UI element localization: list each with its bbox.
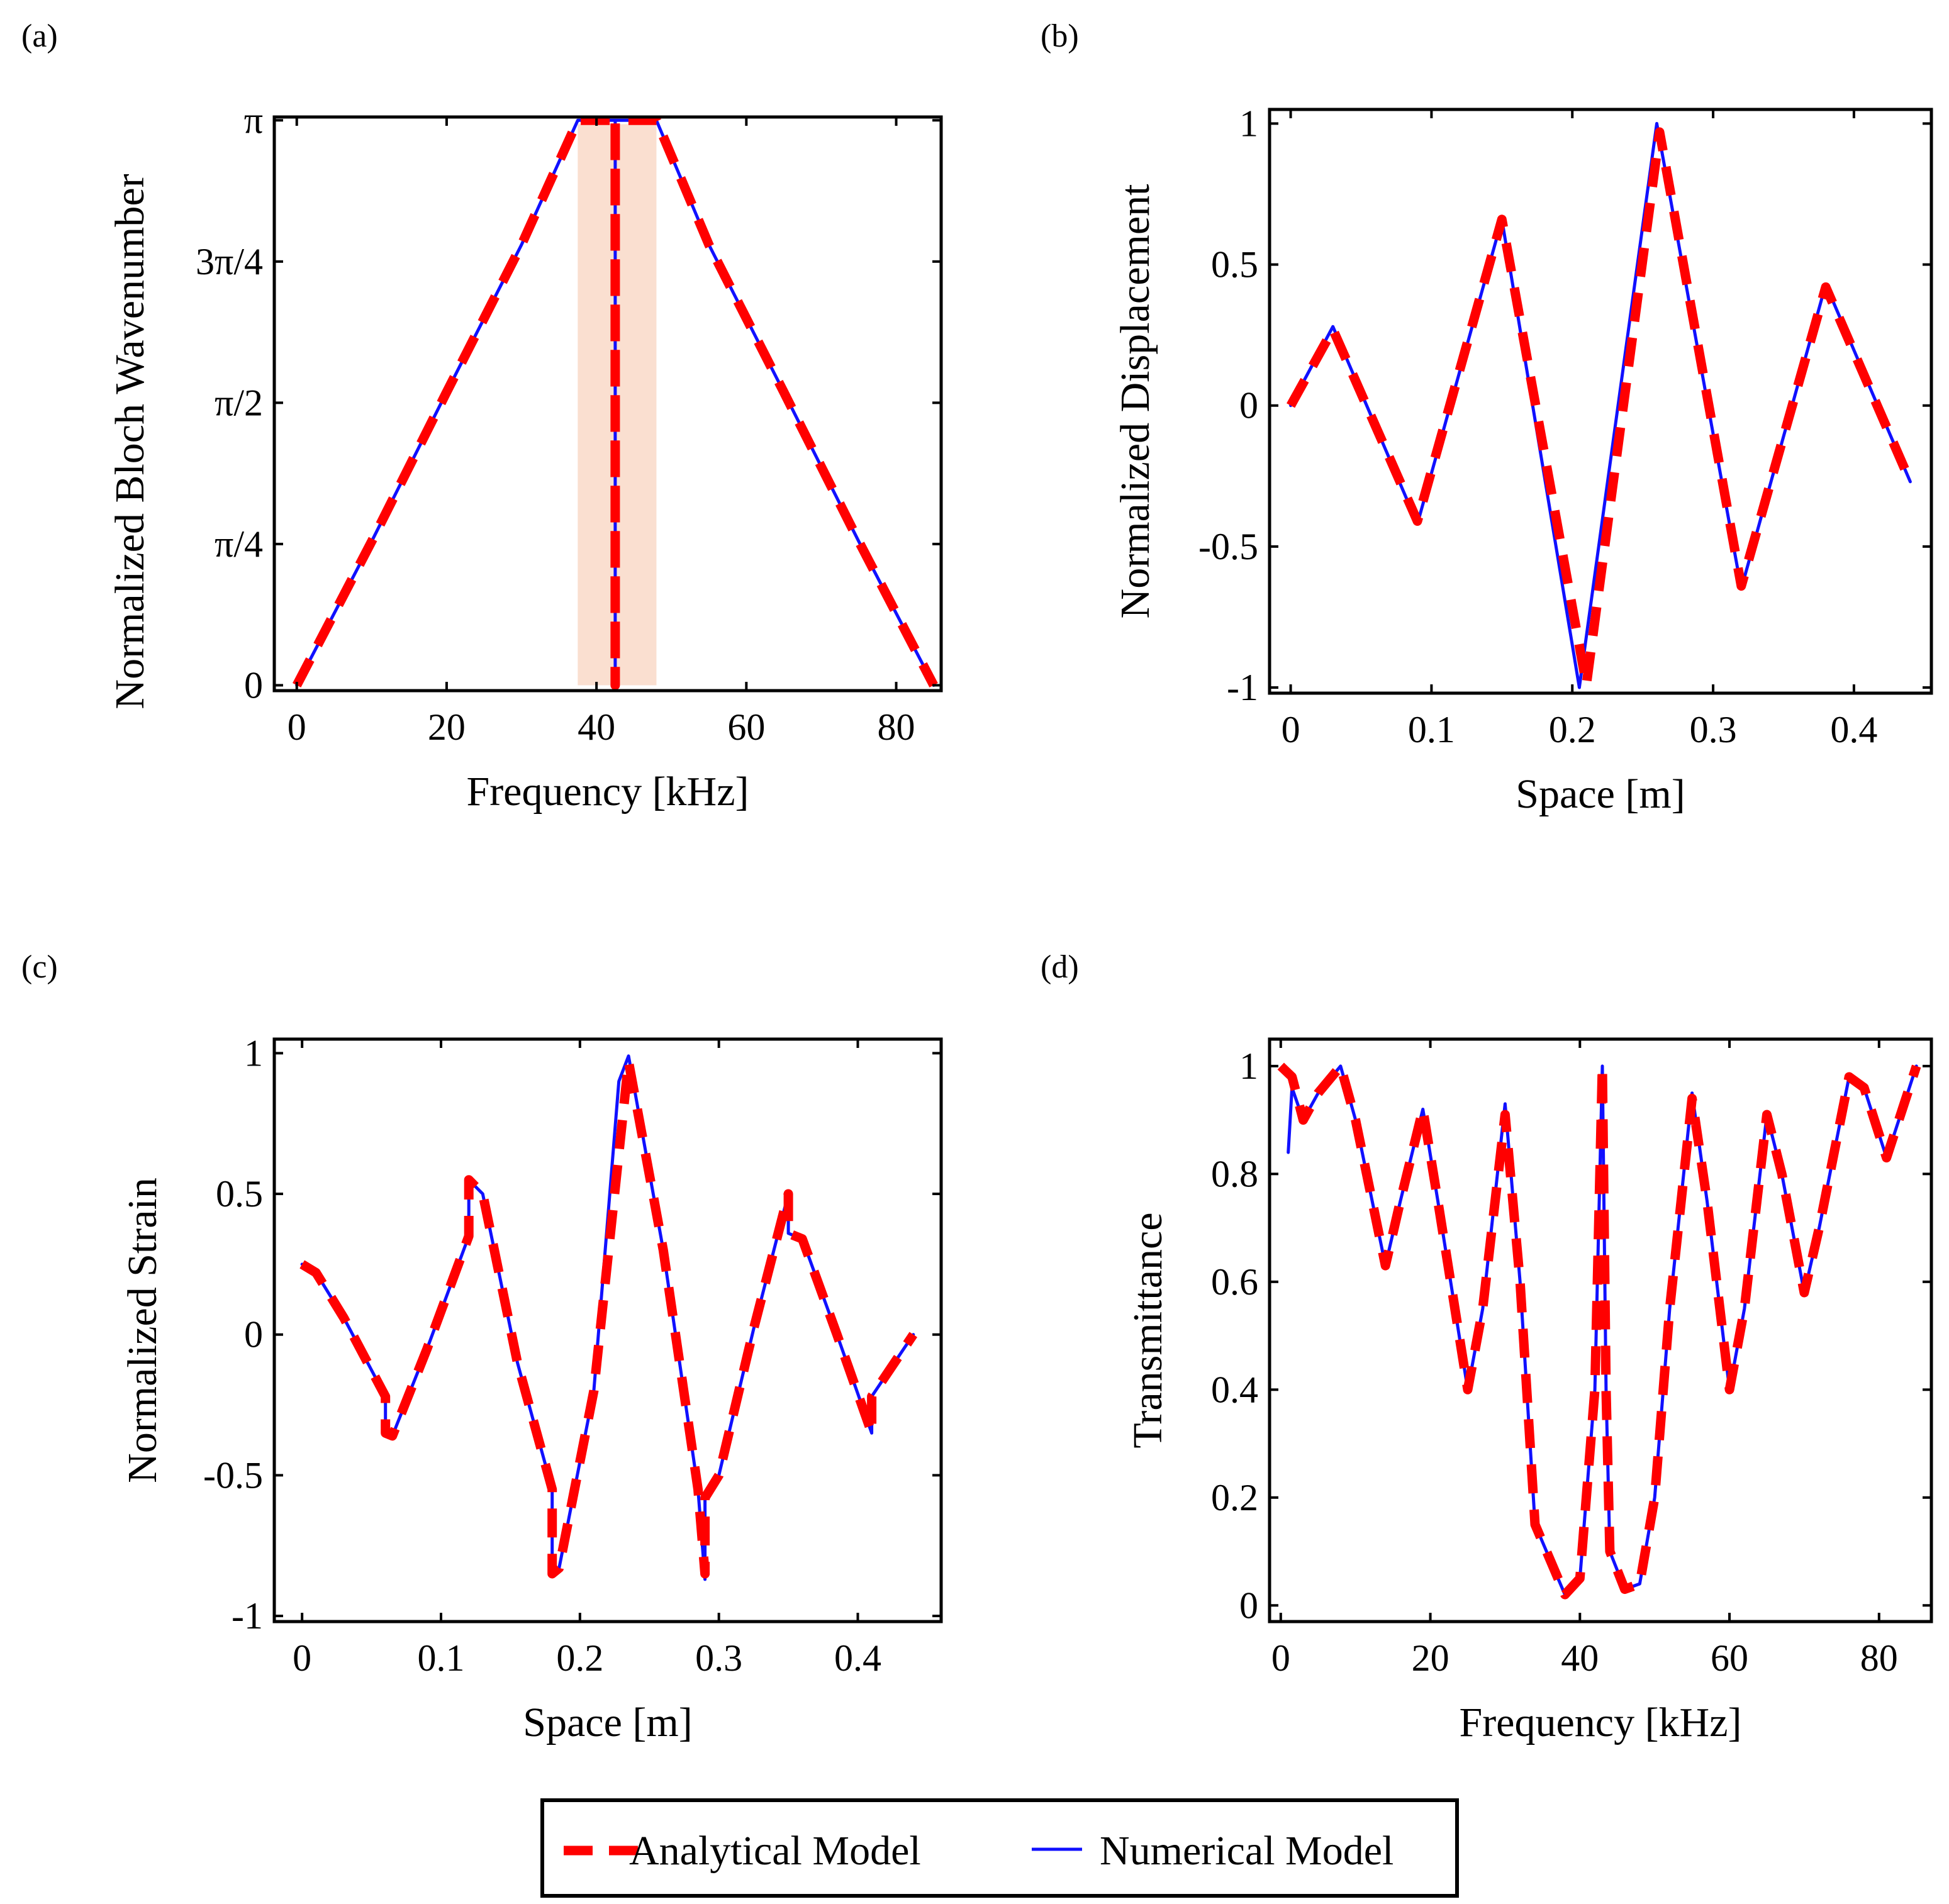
plot-frame (1268, 108, 1933, 695)
x-tick-label: 0 (1271, 1637, 1290, 1679)
y-tick-label: 1 (1239, 1045, 1258, 1087)
legend-analytical-label: Analytical Model (629, 1828, 921, 1874)
x-tick-label: 40 (578, 706, 615, 748)
chart-panel-d: (d) 0 20 40 60 80 0 0.2 0.4 0.6 0.8 1 Frequency [kHz… (1041, 949, 1933, 1745)
x-tick-label: 0.2 (556, 1637, 603, 1679)
y-tick-label: π/4 (215, 523, 263, 565)
analytical-model-line (1277, 1061, 1921, 1600)
y-tick-label: 0 (244, 664, 263, 706)
legend-numerical-label: Numerical Model (1100, 1828, 1393, 1874)
y-tick-label: 0.5 (1211, 244, 1258, 286)
x-tick-label: 80 (1860, 1637, 1898, 1679)
x-tick-label: 0 (1282, 709, 1300, 750)
y-axis-label: Normalized Bloch Wavenumber (107, 174, 153, 709)
x-tick-label: 80 (878, 706, 915, 748)
y-tick-label: 0.6 (1211, 1261, 1258, 1303)
x-tick-label: 0.3 (1690, 709, 1737, 750)
x-axis-label: Space [m] (523, 1700, 692, 1745)
panel-label: (a) (21, 18, 58, 54)
x-tick-label: 0.1 (1408, 709, 1455, 750)
y-tick-label: 0.2 (1211, 1477, 1258, 1518)
panel-label: (d) (1041, 949, 1079, 985)
y-tick-label: 0.4 (1211, 1369, 1258, 1410)
x-tick-label: 60 (727, 706, 765, 748)
x-tick-label: 0 (293, 1637, 311, 1679)
x-axis-label: Frequency [kHz] (1460, 1700, 1742, 1745)
y-tick-label: 0 (1239, 385, 1258, 426)
chart-panel-b: (b) 0 0.1 0.2 0.3 0.4 -1 -0.5 0 0.5 1 Space [m] Norm… (1041, 18, 1933, 817)
x-tick-label: 0.3 (695, 1637, 742, 1679)
legend: Analytical Model Numerical Model (540, 1798, 1459, 1898)
plot-frame (1268, 1037, 1933, 1623)
y-tick-label: 0.8 (1211, 1153, 1258, 1194)
x-tick-label: 0.4 (834, 1637, 881, 1679)
y-axis-label: Normalized Displacement (1112, 184, 1158, 619)
plot-frame (272, 1037, 943, 1623)
x-tick-label: 20 (1412, 1637, 1449, 1679)
y-tick-label: -0.5 (1198, 526, 1258, 567)
x-tick-label: 60 (1711, 1637, 1748, 1679)
x-axis-label: Space [m] (1516, 771, 1685, 817)
chart-panel-c: (c) 0 0.1 0.2 0.3 0.4 -1 -0.5 0 0.5 1 Space [m] Norm… (21, 949, 943, 1745)
x-tick-label: 20 (428, 706, 466, 748)
chart-panel-a: (a) 0 20 40 60 80 0 π/4 π/2 3π/4 π Frequency [kHz] N… (21, 18, 943, 815)
y-axis-label: Normalized Strain (120, 1177, 165, 1483)
y-tick-label: 0 (244, 1314, 263, 1356)
y-tick-label: -1 (1227, 667, 1258, 708)
y-tick-label: 3π/4 (196, 241, 263, 282)
panel-label: (c) (21, 949, 58, 985)
y-tick-label: 1 (1239, 103, 1258, 144)
panel-label: (b) (1041, 18, 1079, 54)
y-tick-label: -1 (232, 1595, 263, 1637)
y-tick-label: π/2 (215, 382, 263, 423)
x-tick-label: 0 (288, 706, 306, 748)
y-tick-label: 0.5 (216, 1173, 263, 1215)
y-tick-label: -0.5 (203, 1454, 263, 1496)
legend-box (540, 1798, 1459, 1898)
y-axis-label: Transmittance (1125, 1212, 1171, 1448)
x-tick-label: 40 (1561, 1637, 1599, 1679)
x-tick-label: 0.2 (1549, 709, 1596, 750)
numerical-model-line (1289, 121, 1912, 689)
x-tick-label: 0.4 (1830, 709, 1877, 750)
analytical-model-line (299, 1057, 918, 1579)
x-axis-label: Frequency [kHz] (467, 769, 749, 815)
x-tick-label: 0.1 (418, 1637, 465, 1679)
y-tick-label: π (244, 99, 263, 141)
analytical-model-line (1287, 127, 1915, 690)
analytical-model-line (293, 117, 938, 690)
numerical-model-line (300, 1054, 915, 1581)
y-tick-label: 0 (1239, 1584, 1258, 1626)
y-tick-label: 1 (244, 1032, 263, 1074)
